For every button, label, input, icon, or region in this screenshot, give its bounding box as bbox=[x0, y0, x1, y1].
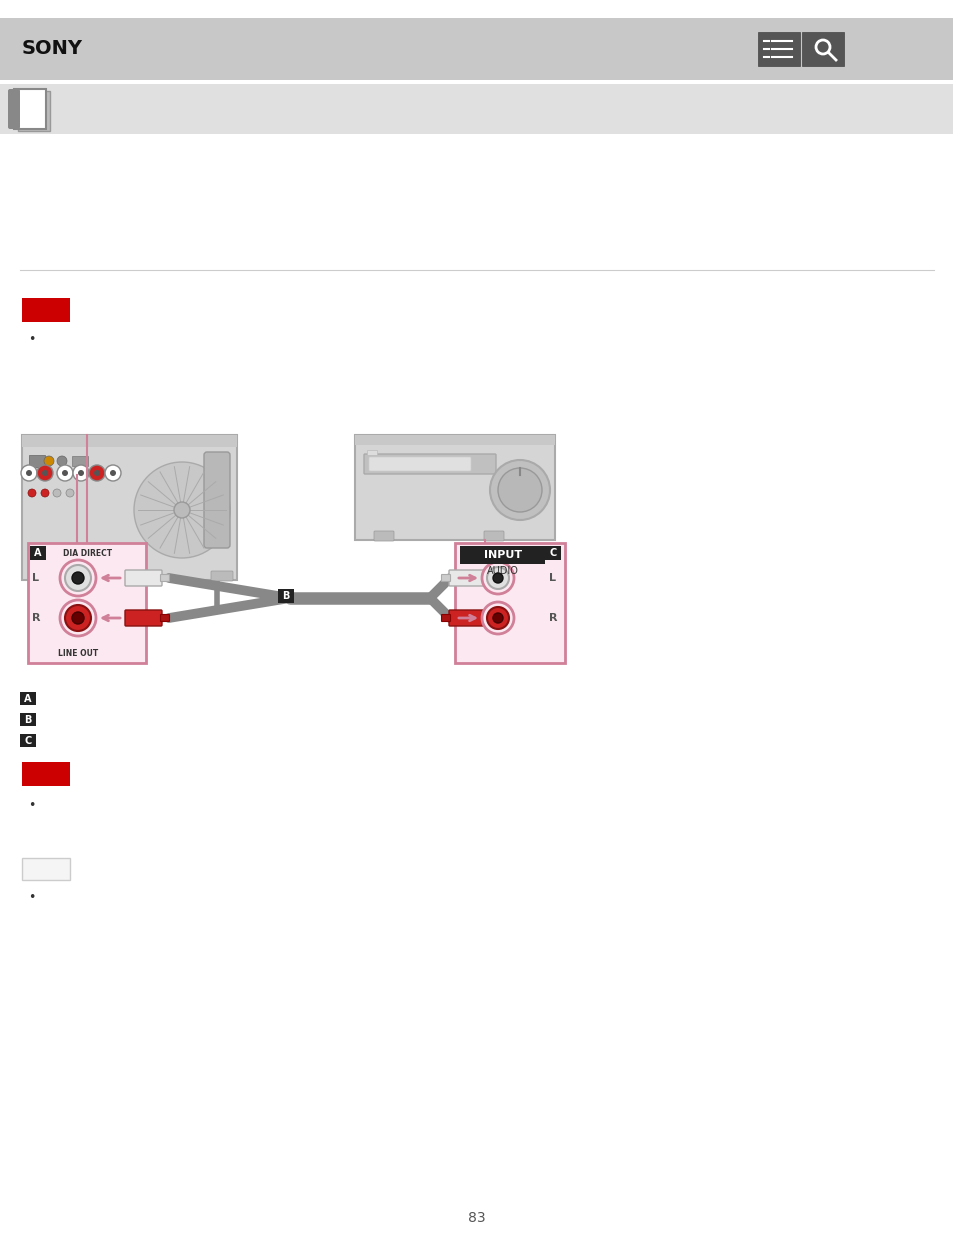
Text: •: • bbox=[28, 333, 35, 347]
Circle shape bbox=[493, 573, 502, 583]
FancyBboxPatch shape bbox=[14, 89, 46, 128]
Text: C: C bbox=[549, 548, 556, 558]
Circle shape bbox=[486, 567, 509, 589]
FancyBboxPatch shape bbox=[374, 531, 394, 541]
Text: C: C bbox=[25, 736, 31, 746]
Circle shape bbox=[65, 605, 91, 631]
Text: R: R bbox=[548, 613, 557, 622]
Circle shape bbox=[133, 462, 230, 558]
FancyBboxPatch shape bbox=[801, 32, 843, 65]
Circle shape bbox=[486, 606, 509, 629]
Circle shape bbox=[73, 466, 89, 480]
Circle shape bbox=[41, 489, 49, 496]
Text: L: L bbox=[32, 573, 39, 583]
FancyBboxPatch shape bbox=[28, 543, 146, 663]
Circle shape bbox=[497, 468, 541, 513]
FancyBboxPatch shape bbox=[125, 571, 162, 585]
FancyBboxPatch shape bbox=[441, 615, 450, 621]
Circle shape bbox=[71, 613, 84, 624]
FancyBboxPatch shape bbox=[22, 435, 236, 580]
FancyBboxPatch shape bbox=[449, 571, 485, 585]
Text: L: L bbox=[549, 573, 556, 583]
Circle shape bbox=[71, 572, 84, 584]
FancyBboxPatch shape bbox=[544, 546, 560, 559]
Circle shape bbox=[57, 456, 67, 466]
Circle shape bbox=[66, 489, 74, 496]
Text: DIA DIRECT: DIA DIRECT bbox=[63, 548, 112, 557]
Circle shape bbox=[110, 471, 116, 475]
FancyBboxPatch shape bbox=[204, 452, 230, 548]
Circle shape bbox=[44, 456, 54, 466]
FancyBboxPatch shape bbox=[20, 692, 36, 705]
FancyBboxPatch shape bbox=[20, 734, 36, 747]
Circle shape bbox=[57, 466, 73, 480]
Text: A: A bbox=[24, 694, 31, 704]
Text: •: • bbox=[28, 799, 35, 811]
FancyBboxPatch shape bbox=[160, 615, 170, 621]
FancyBboxPatch shape bbox=[18, 91, 50, 131]
FancyBboxPatch shape bbox=[29, 454, 45, 467]
Circle shape bbox=[60, 600, 96, 636]
FancyBboxPatch shape bbox=[125, 610, 162, 626]
Text: B: B bbox=[24, 715, 31, 725]
Circle shape bbox=[481, 562, 514, 594]
Text: SONY: SONY bbox=[22, 40, 83, 58]
FancyBboxPatch shape bbox=[22, 762, 70, 785]
FancyBboxPatch shape bbox=[355, 435, 555, 540]
Text: INPUT: INPUT bbox=[483, 550, 521, 559]
FancyBboxPatch shape bbox=[8, 89, 20, 128]
FancyBboxPatch shape bbox=[441, 574, 450, 582]
Text: R: R bbox=[31, 613, 40, 622]
Text: LINE OUT: LINE OUT bbox=[58, 648, 98, 657]
FancyBboxPatch shape bbox=[0, 84, 953, 135]
FancyBboxPatch shape bbox=[71, 456, 88, 466]
Text: A: A bbox=[34, 548, 42, 558]
Circle shape bbox=[26, 471, 32, 475]
FancyBboxPatch shape bbox=[483, 531, 503, 541]
Text: •: • bbox=[28, 892, 35, 904]
FancyBboxPatch shape bbox=[0, 19, 953, 80]
FancyBboxPatch shape bbox=[211, 571, 233, 580]
FancyBboxPatch shape bbox=[36, 571, 58, 580]
Circle shape bbox=[65, 564, 91, 592]
Text: B: B bbox=[282, 592, 290, 601]
FancyBboxPatch shape bbox=[160, 574, 170, 582]
Circle shape bbox=[89, 466, 105, 480]
Circle shape bbox=[490, 459, 550, 520]
FancyBboxPatch shape bbox=[449, 610, 485, 626]
FancyBboxPatch shape bbox=[355, 435, 555, 445]
FancyBboxPatch shape bbox=[367, 450, 376, 454]
FancyBboxPatch shape bbox=[22, 435, 236, 447]
Circle shape bbox=[105, 466, 121, 480]
FancyBboxPatch shape bbox=[369, 457, 471, 471]
Circle shape bbox=[21, 466, 37, 480]
FancyBboxPatch shape bbox=[459, 546, 544, 564]
FancyBboxPatch shape bbox=[30, 546, 46, 559]
Circle shape bbox=[28, 489, 36, 496]
FancyBboxPatch shape bbox=[22, 858, 70, 881]
FancyBboxPatch shape bbox=[758, 32, 800, 65]
FancyBboxPatch shape bbox=[22, 298, 70, 322]
FancyBboxPatch shape bbox=[364, 454, 496, 474]
Circle shape bbox=[481, 601, 514, 634]
FancyBboxPatch shape bbox=[455, 543, 564, 663]
Circle shape bbox=[78, 471, 84, 475]
Circle shape bbox=[94, 471, 100, 475]
Text: 83: 83 bbox=[468, 1212, 485, 1225]
FancyBboxPatch shape bbox=[277, 589, 294, 603]
Circle shape bbox=[37, 466, 53, 480]
Circle shape bbox=[53, 489, 61, 496]
Circle shape bbox=[60, 559, 96, 597]
Circle shape bbox=[493, 613, 502, 622]
FancyBboxPatch shape bbox=[20, 713, 36, 726]
Text: AUDIO: AUDIO bbox=[487, 566, 518, 576]
Circle shape bbox=[62, 471, 68, 475]
Circle shape bbox=[42, 471, 48, 475]
Circle shape bbox=[173, 501, 190, 517]
